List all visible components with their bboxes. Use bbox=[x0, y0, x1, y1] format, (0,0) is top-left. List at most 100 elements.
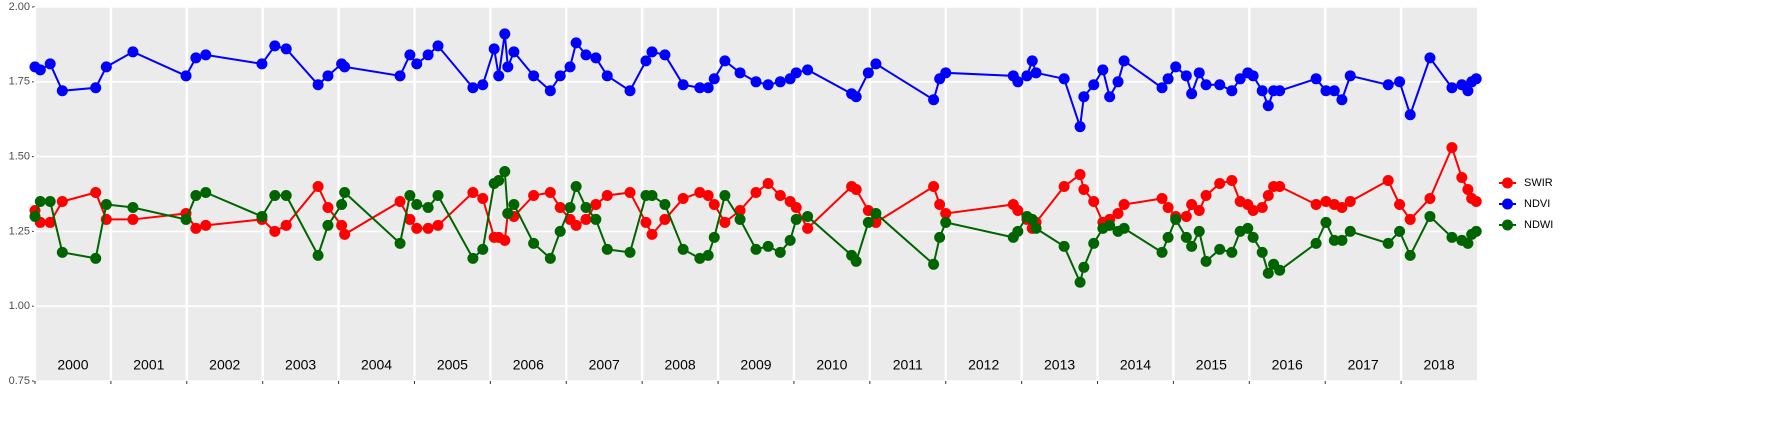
data-point bbox=[1274, 85, 1286, 97]
x-tick-label: 2003 bbox=[285, 357, 316, 373]
data-point bbox=[127, 213, 139, 225]
data-point bbox=[1262, 189, 1274, 201]
data-point bbox=[1012, 76, 1024, 88]
data-point bbox=[601, 189, 613, 201]
data-point bbox=[467, 82, 479, 94]
data-point bbox=[708, 231, 720, 243]
data-point bbox=[269, 40, 281, 52]
data-point bbox=[850, 184, 862, 196]
data-point bbox=[1170, 61, 1182, 73]
data-point bbox=[200, 187, 212, 199]
data-point bbox=[1470, 73, 1482, 85]
data-point bbox=[467, 187, 479, 199]
data-point bbox=[322, 219, 334, 231]
data-point bbox=[677, 192, 689, 204]
x-tick-label: 2001 bbox=[133, 357, 164, 373]
data-point bbox=[940, 216, 952, 228]
data-point bbox=[702, 82, 714, 94]
data-point bbox=[339, 61, 351, 73]
data-point bbox=[1186, 240, 1198, 252]
data-point bbox=[493, 175, 505, 187]
data-point bbox=[1118, 198, 1130, 210]
legend-marker bbox=[1502, 198, 1513, 210]
data-point bbox=[1088, 195, 1100, 207]
legend-label: NDWI bbox=[1524, 219, 1553, 231]
data-point bbox=[1097, 64, 1109, 76]
data-point bbox=[1026, 213, 1038, 225]
data-point bbox=[422, 49, 434, 61]
data-point bbox=[1078, 261, 1090, 273]
data-point bbox=[1404, 213, 1416, 225]
data-point bbox=[1162, 73, 1174, 85]
data-point bbox=[624, 187, 636, 199]
data-point bbox=[528, 237, 540, 249]
data-point bbox=[601, 70, 613, 82]
x-tick-label: 2010 bbox=[816, 357, 847, 373]
data-point bbox=[928, 258, 940, 270]
data-point bbox=[502, 207, 514, 219]
data-point bbox=[1226, 246, 1238, 258]
legend-marker bbox=[1502, 177, 1513, 189]
data-point bbox=[564, 61, 576, 73]
data-point bbox=[280, 219, 292, 231]
data-point bbox=[1247, 204, 1259, 216]
data-point bbox=[870, 216, 882, 228]
data-point bbox=[1180, 231, 1192, 243]
data-point bbox=[580, 49, 592, 61]
data-point bbox=[1344, 225, 1356, 237]
x-tick-label: 2014 bbox=[1120, 357, 1151, 373]
data-point bbox=[1394, 76, 1406, 88]
data-point bbox=[1030, 67, 1042, 79]
data-point bbox=[280, 43, 292, 55]
data-point bbox=[1170, 213, 1182, 225]
data-point bbox=[870, 58, 882, 70]
legend-marker bbox=[1502, 219, 1513, 231]
data-point bbox=[762, 79, 774, 91]
data-point bbox=[624, 85, 636, 97]
data-point bbox=[694, 187, 706, 199]
data-point bbox=[862, 67, 874, 79]
y-tick-label: 2.00 bbox=[9, 1, 30, 13]
data-point bbox=[1200, 189, 1212, 201]
data-point bbox=[1200, 79, 1212, 91]
data-point bbox=[1074, 276, 1086, 288]
data-point bbox=[404, 213, 416, 225]
data-point bbox=[1310, 237, 1322, 249]
x-tick-label: 2018 bbox=[1423, 357, 1454, 373]
y-tick-label: 1.50 bbox=[9, 151, 30, 163]
data-point bbox=[1162, 231, 1174, 243]
data-point bbox=[601, 243, 613, 255]
data-point bbox=[544, 85, 556, 97]
data-point bbox=[708, 198, 720, 210]
data-point bbox=[56, 85, 68, 97]
data-point bbox=[1262, 267, 1274, 279]
data-point bbox=[477, 192, 489, 204]
data-point bbox=[127, 46, 139, 58]
data-point bbox=[734, 213, 746, 225]
data-point bbox=[1382, 175, 1394, 187]
data-point bbox=[1180, 210, 1192, 222]
data-point bbox=[493, 70, 505, 82]
data-point bbox=[1320, 195, 1332, 207]
data-point bbox=[1404, 109, 1416, 121]
data-point bbox=[646, 46, 658, 58]
data-point bbox=[790, 67, 802, 79]
data-point bbox=[580, 201, 592, 213]
data-point bbox=[269, 189, 281, 201]
data-point bbox=[590, 213, 602, 225]
data-point bbox=[1446, 142, 1458, 154]
data-point bbox=[1226, 85, 1238, 97]
data-point bbox=[1112, 76, 1124, 88]
data-point bbox=[694, 82, 706, 94]
data-point bbox=[280, 189, 292, 201]
data-point bbox=[180, 213, 192, 225]
data-point bbox=[1274, 181, 1286, 193]
y-tick-label: 1.75 bbox=[9, 76, 30, 88]
y-tick-label: 1.00 bbox=[9, 300, 30, 312]
data-point bbox=[734, 67, 746, 79]
legend-label: NDVI bbox=[1524, 198, 1550, 210]
data-point bbox=[802, 210, 814, 222]
x-tick-label: 2000 bbox=[57, 357, 88, 373]
data-point bbox=[719, 216, 731, 228]
data-point bbox=[336, 219, 348, 231]
